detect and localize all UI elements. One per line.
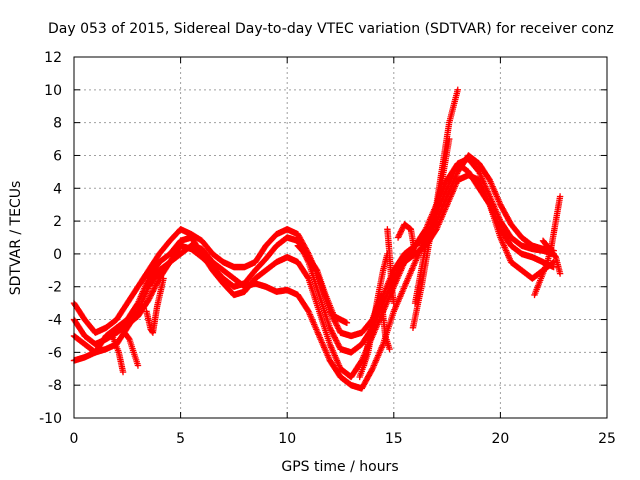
- data-point: [153, 279, 161, 286]
- data-point: [329, 330, 336, 337]
- data-point: [396, 229, 404, 237]
- data-point: [333, 322, 341, 329]
- data-point: [335, 325, 342, 332]
- data-point: [330, 333, 338, 340]
- y-tick-label: -6: [48, 345, 62, 361]
- series-drop-a: [117, 324, 142, 369]
- data-point: [148, 289, 156, 296]
- data-point: [146, 295, 153, 302]
- y-tick-label: 0: [53, 247, 62, 263]
- x-axis-label: GPS time / hours: [281, 459, 398, 475]
- data-point: [153, 281, 160, 288]
- series-hump-a: [294, 242, 351, 327]
- series-steep-b: [409, 135, 453, 331]
- data-point: [148, 290, 155, 298]
- data-point: [332, 319, 339, 326]
- data-point: [151, 285, 158, 292]
- series-layer: [70, 86, 564, 392]
- data-point: [326, 324, 334, 331]
- data-point: [454, 86, 461, 94]
- data-point: [390, 299, 397, 307]
- y-tick-label: 10: [44, 83, 62, 99]
- data-point: [368, 366, 375, 374]
- data-point: [154, 278, 162, 285]
- data-point: [134, 362, 142, 369]
- y-tick-label: 2: [53, 214, 62, 230]
- plot-frame: [73, 56, 608, 419]
- y-tick-label: -2: [48, 280, 62, 296]
- data-point: [330, 331, 337, 339]
- data-point: [394, 234, 402, 241]
- y-tick-label: 4: [53, 181, 62, 197]
- y-axis-label: SDTVAR / TECUs: [8, 181, 24, 296]
- x-tick-label: 0: [70, 431, 79, 447]
- series-pillar-b: [394, 221, 419, 258]
- x-tick-label: 20: [491, 431, 509, 447]
- data-point: [395, 232, 402, 240]
- data-point: [152, 282, 159, 289]
- data-point: [333, 338, 341, 346]
- data-point: [397, 228, 405, 235]
- data-point: [151, 283, 159, 291]
- data-point: [335, 341, 342, 349]
- data-point: [446, 135, 453, 143]
- data-point: [333, 320, 340, 328]
- data-point: [334, 340, 341, 347]
- data-point: [399, 225, 406, 232]
- data-point: [150, 286, 157, 294]
- data-point: [556, 270, 564, 277]
- chart-title: Day 053 of 2015, Sidereal Day-to-day VTE…: [48, 21, 614, 37]
- series-drop-b: [109, 332, 127, 376]
- data-point: [145, 296, 152, 304]
- data-point: [146, 293, 154, 301]
- y-tick-label: 12: [44, 50, 62, 66]
- series-tail-down: [539, 237, 564, 277]
- x-tick-label: 10: [278, 431, 296, 447]
- data-point: [119, 368, 127, 376]
- data-point: [386, 345, 393, 353]
- data-point: [313, 266, 320, 273]
- data-point: [125, 335, 132, 342]
- data-point: [327, 325, 334, 333]
- data-point: [411, 250, 419, 258]
- data-point: [147, 292, 154, 299]
- tick-layer: 0 5 10 15 20 25 -10 -8 -6 -4 -2 0 2 4 6 8 10 12: [39, 50, 616, 447]
- data-point: [328, 328, 336, 336]
- series-spike-b: [360, 291, 393, 369]
- y-tick-label: -10: [39, 411, 62, 427]
- data-point: [334, 323, 341, 331]
- data-point: [160, 275, 167, 282]
- series-rise-a: [143, 275, 167, 336]
- data-point: [333, 337, 340, 344]
- data-point: [398, 227, 405, 234]
- data-point: [332, 335, 339, 343]
- x-tick-label: 15: [385, 431, 403, 447]
- x-tick-label: 25: [598, 431, 616, 447]
- data-point: [396, 231, 403, 238]
- data-point: [304, 274, 312, 281]
- data-point: [331, 334, 339, 341]
- x-tick-label: 5: [176, 431, 185, 447]
- y-tick-label: -8: [48, 378, 62, 394]
- data-point: [149, 288, 157, 295]
- y-tick-label: 6: [53, 148, 62, 164]
- data-point: [328, 327, 335, 334]
- series-pillar-a: [384, 226, 397, 307]
- data-point: [343, 319, 351, 327]
- data-point: [556, 193, 564, 200]
- y-tick-label: -4: [48, 313, 62, 329]
- y-tick-label: 8: [53, 116, 62, 132]
